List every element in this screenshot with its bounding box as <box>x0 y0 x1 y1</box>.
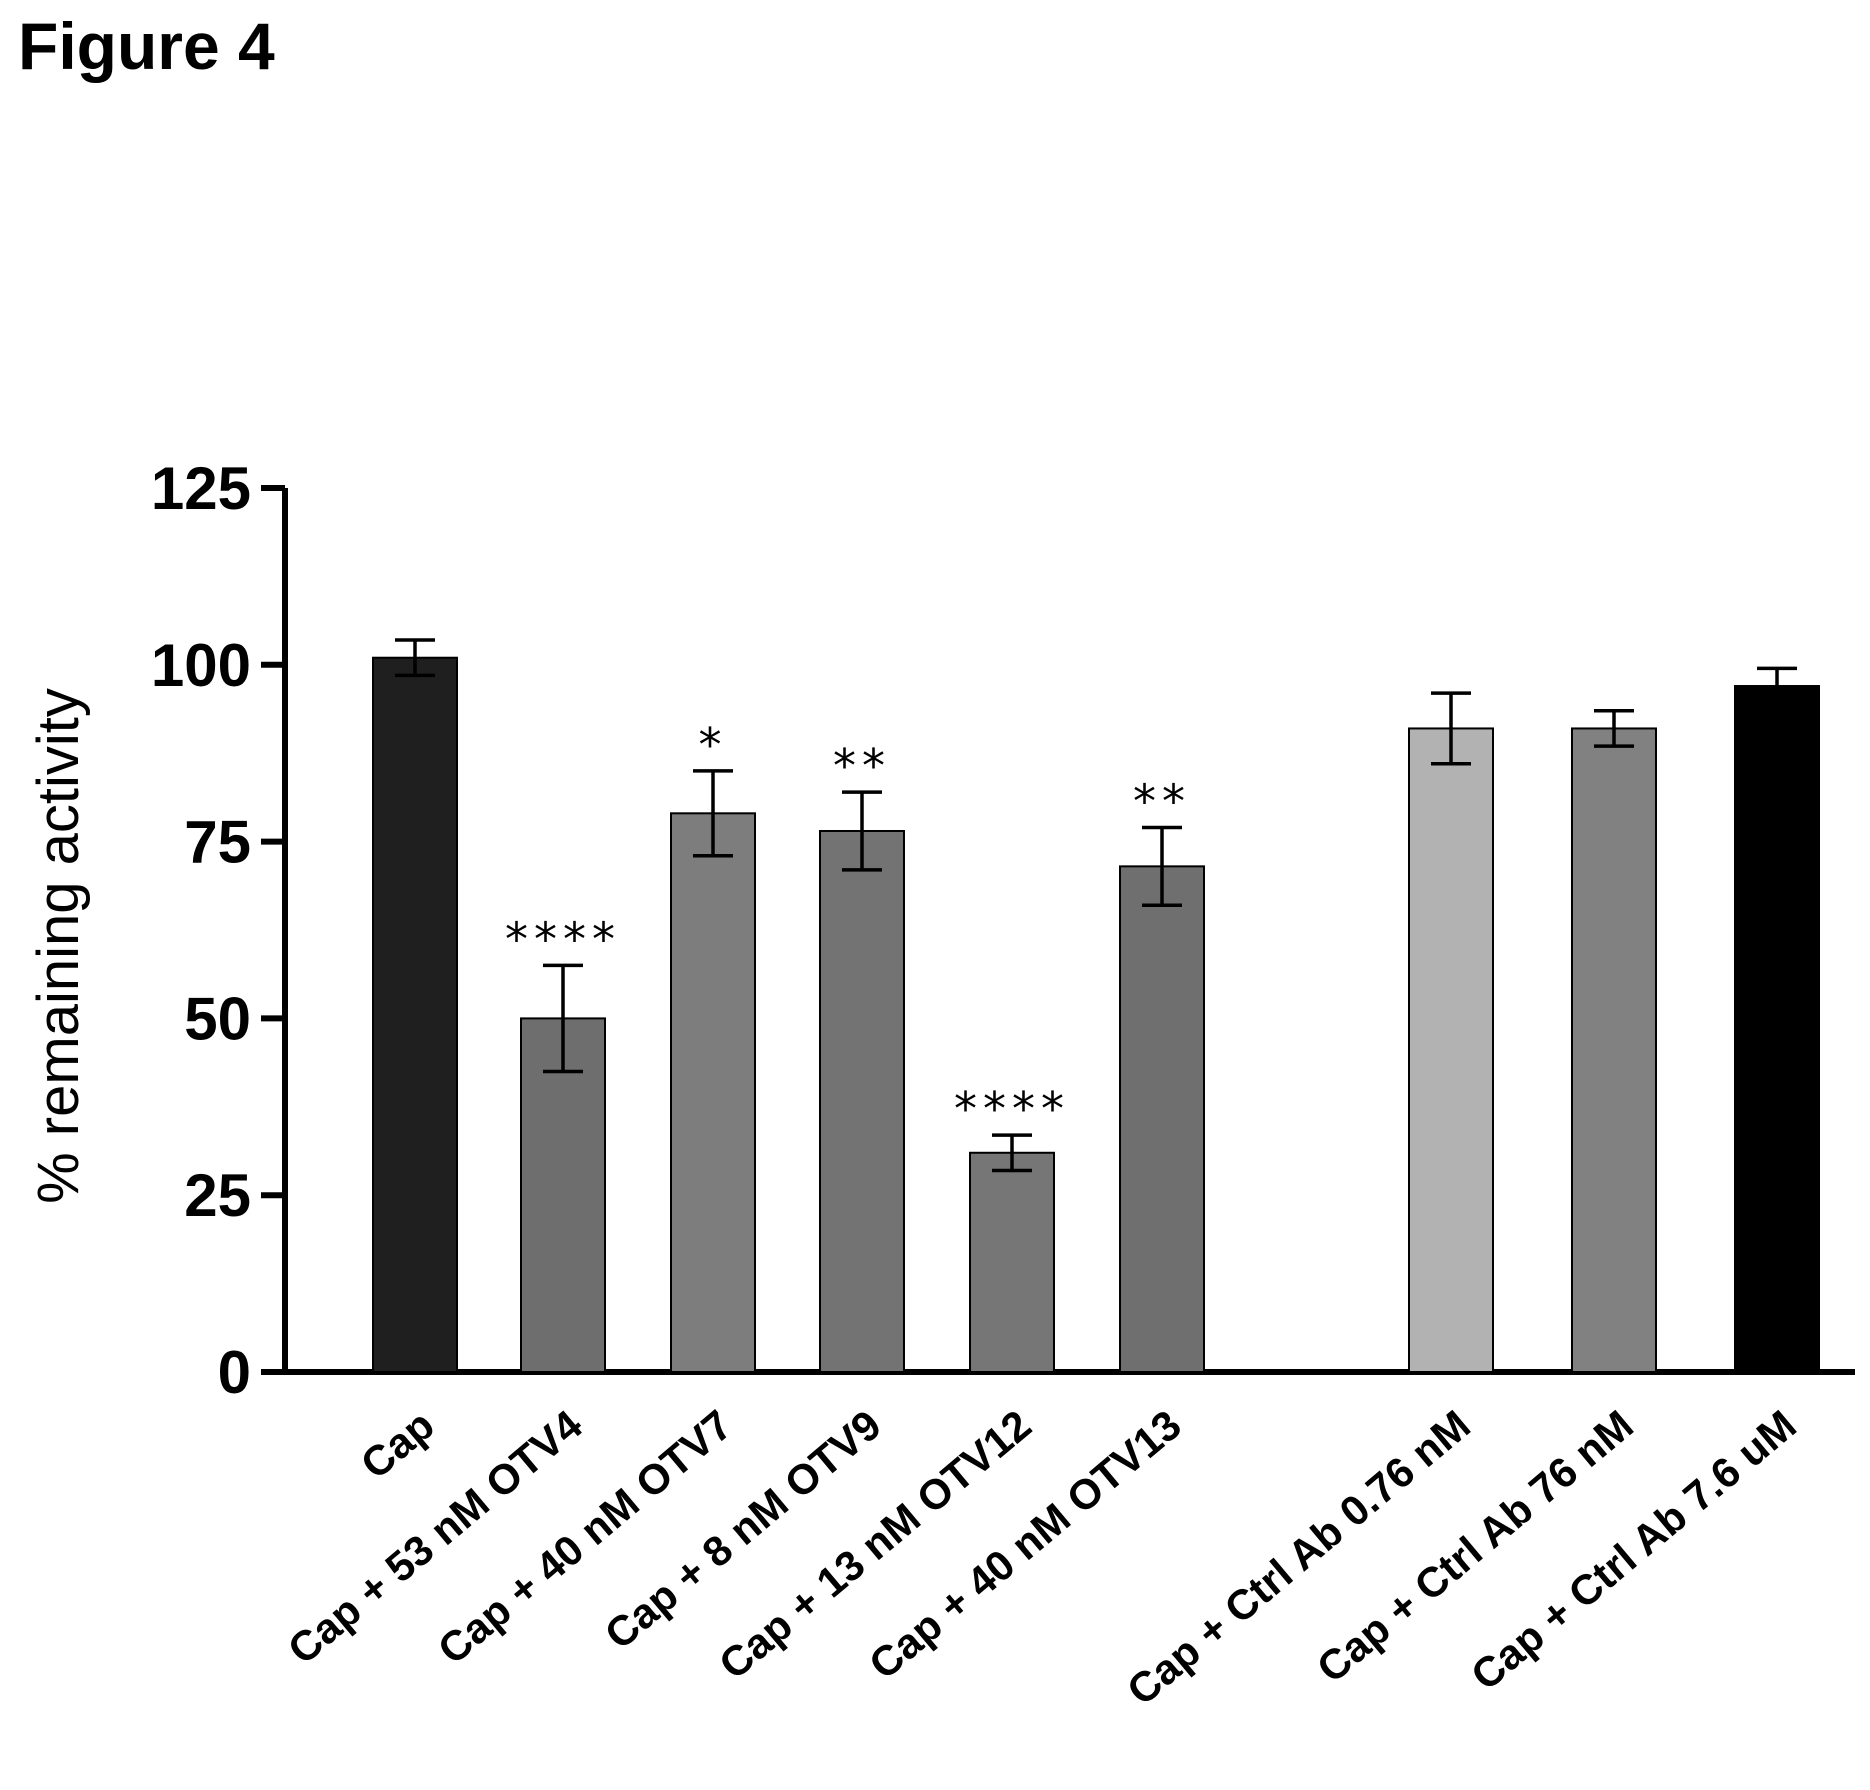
y-tick-label: 75 <box>184 809 251 876</box>
bar <box>520 1017 606 1374</box>
error-bar <box>395 638 435 678</box>
error-bar <box>1757 666 1797 706</box>
bar <box>1119 865 1205 1373</box>
x-tick-label: Cap + Ctrl Ab 7.6 uM <box>1462 1401 1805 1699</box>
y-tick-label: 50 <box>184 985 251 1052</box>
error-bars <box>395 638 1797 1173</box>
significance-marks: ***** ******** <box>505 718 1191 1136</box>
bars <box>372 656 1820 1374</box>
y-tick-labels: 0 25 50 75 100 125 <box>151 455 251 1406</box>
y-tick-label: 100 <box>151 632 251 699</box>
bar <box>1408 727 1494 1373</box>
bar <box>819 829 905 1373</box>
significance-mark: **** <box>505 912 621 966</box>
error-bar <box>1142 825 1182 907</box>
bar <box>670 812 756 1373</box>
figure-label: Figure 4 <box>18 9 275 83</box>
error-bar <box>543 963 583 1074</box>
significance-mark: * <box>699 718 728 772</box>
error-bar <box>842 790 882 872</box>
y-tick-label: 0 <box>218 1339 251 1406</box>
y-tick-label: 25 <box>184 1162 251 1229</box>
bar <box>372 656 458 1373</box>
y-tick-label: 125 <box>151 455 251 522</box>
bar <box>969 1151 1055 1373</box>
bar <box>1571 727 1657 1373</box>
significance-mark: ** <box>833 739 891 793</box>
x-tick-label: Cap + Ctrl Ab 76 nM <box>1308 1401 1642 1692</box>
x-tick-label: Cap <box>352 1401 443 1488</box>
error-bar <box>1594 709 1634 748</box>
error-bar <box>992 1133 1032 1173</box>
bar <box>1734 685 1820 1373</box>
error-bar <box>1431 691 1471 766</box>
y-axis-label: % remaining activity <box>26 688 91 1204</box>
significance-mark: ** <box>1133 774 1191 828</box>
error-bar <box>693 769 733 858</box>
x-tick-label: Cap + 8 nM OTV9 <box>596 1401 890 1658</box>
significance-mark: **** <box>954 1082 1070 1136</box>
